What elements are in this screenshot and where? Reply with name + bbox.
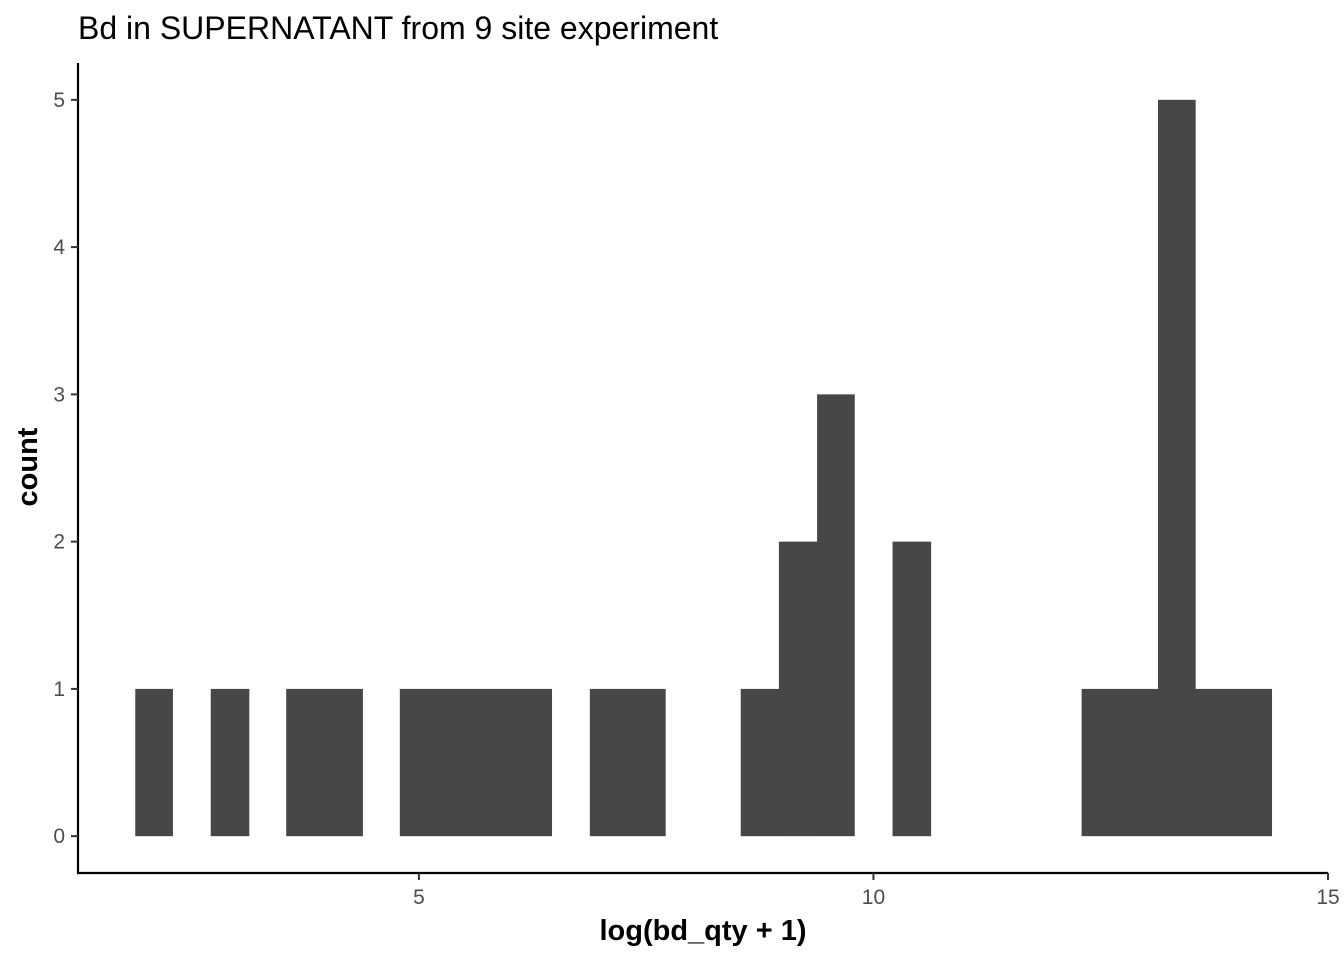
chart-title: Bd in SUPERNATANT from 9 site experiment bbox=[78, 10, 718, 46]
histogram-bar bbox=[1119, 688, 1159, 837]
histogram-bar bbox=[399, 688, 439, 837]
ticks-group: 5 10 15 0 1 2 3 4 5 bbox=[53, 89, 1339, 909]
histogram-bar bbox=[513, 688, 553, 837]
histogram-bar bbox=[476, 688, 514, 837]
histogram-bar bbox=[817, 394, 855, 837]
histogram-bar bbox=[286, 688, 325, 837]
histogram-bar bbox=[1158, 99, 1196, 837]
histogram-bar bbox=[892, 541, 932, 837]
histogram-bar bbox=[324, 688, 363, 837]
histogram-bar bbox=[589, 688, 628, 837]
y-tick-label: 2 bbox=[53, 531, 65, 554]
bars-group bbox=[135, 99, 1273, 837]
histogram-bar bbox=[778, 541, 818, 837]
y-tick-label: 5 bbox=[53, 89, 65, 112]
y-tick-label: 1 bbox=[53, 678, 65, 701]
histogram-bar bbox=[1195, 688, 1234, 837]
histogram-bar bbox=[135, 688, 173, 837]
axes-group bbox=[76, 63, 1328, 875]
histogram-bar bbox=[1233, 688, 1273, 837]
y-axis-title: count bbox=[12, 427, 44, 506]
histogram-bar bbox=[210, 688, 250, 837]
y-tick-label: 4 bbox=[53, 236, 65, 259]
histogram-bar bbox=[1081, 688, 1121, 837]
x-tick-label: 10 bbox=[862, 886, 885, 909]
x-tick-label: 5 bbox=[413, 886, 425, 909]
histogram-bar bbox=[438, 688, 477, 837]
histogram-bar bbox=[740, 688, 780, 837]
y-tick-label: 3 bbox=[53, 383, 65, 406]
x-axis-title: log(bd_qty + 1) bbox=[599, 915, 806, 947]
y-tick-label: 0 bbox=[53, 825, 65, 848]
histogram-bar bbox=[627, 688, 666, 837]
x-tick-label: 15 bbox=[1316, 886, 1339, 909]
